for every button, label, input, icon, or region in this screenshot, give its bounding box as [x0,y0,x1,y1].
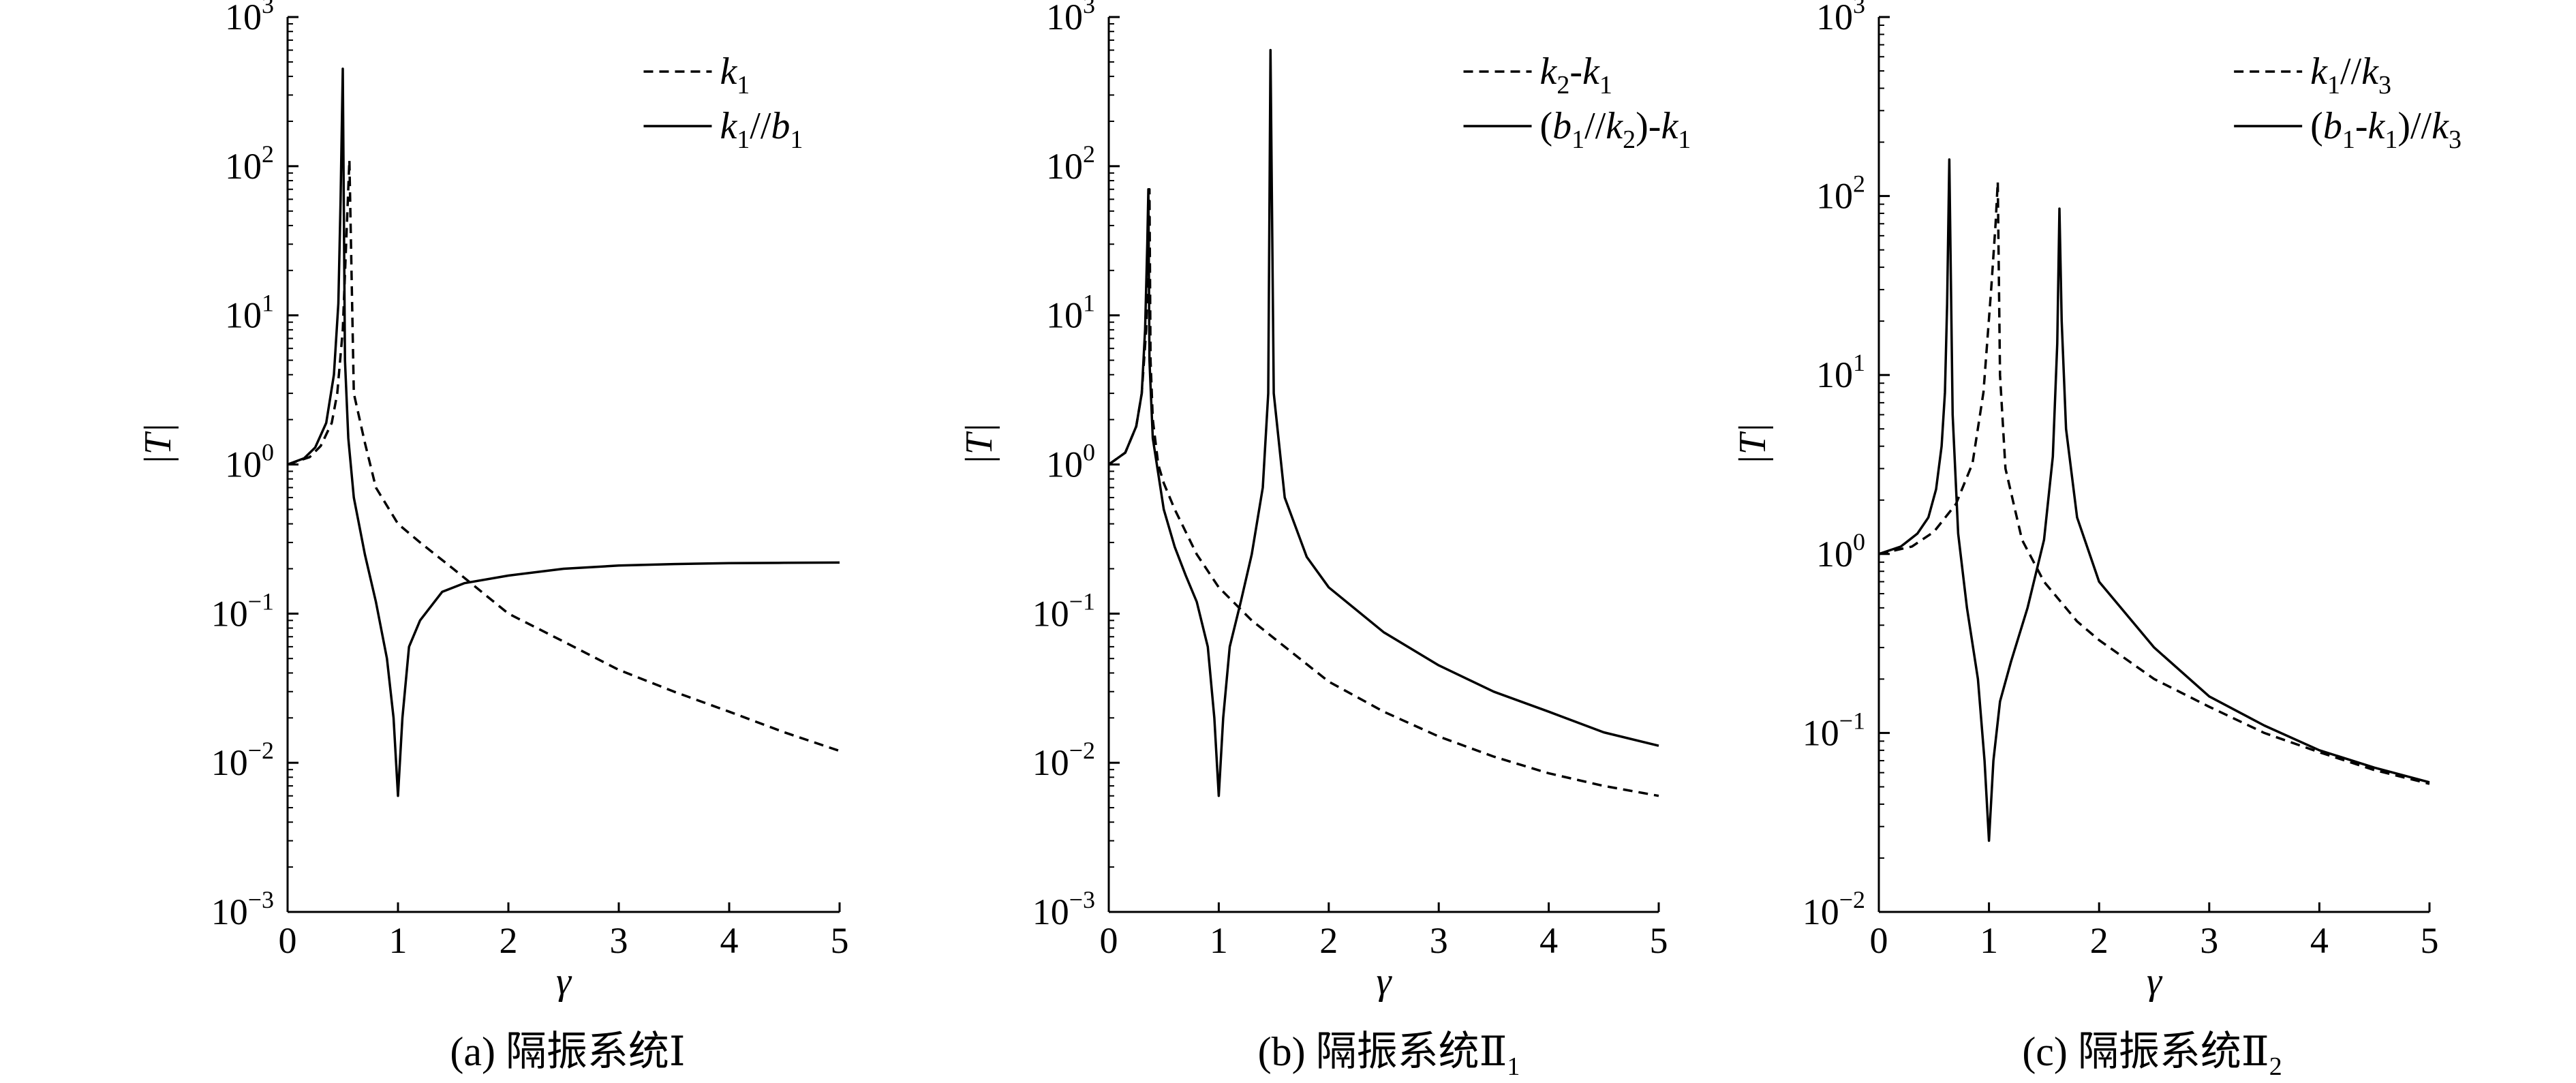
y-tick-label: 100 [225,439,274,485]
y-tick-label: 102 [1046,140,1095,187]
x-tick-label: 5 [2421,920,2439,961]
legend-label-2: k1​//b1​ [720,105,803,154]
series-line-2 [288,67,840,797]
y-tick-label: 103 [1046,0,1095,37]
y-tick-label: 10−1 [211,588,274,634]
x-tick-label: 1 [1980,920,1998,961]
legend-label-2: (b1​//k2​)-k1​ [1540,105,1691,154]
x-tick-label: 0 [1870,920,1888,961]
x-axis-label: γ [1376,960,1392,1003]
x-tick-label: 1 [389,920,408,961]
x-tick-label: 3 [2200,920,2218,961]
panel-caption: (b) 隔振系统Ⅱ1 [1258,1029,1520,1081]
panel-2: 0 1 2 3 4 5 10−3 10−2 10−1 100 101 102 103 γ |T| (b) 隔振… [958,0,1691,1081]
panel-caption: (a) 隔振系统Ⅰ [450,1029,685,1074]
y-tick-label: 10−3 [1032,886,1095,932]
x-tick-label: 4 [1539,920,1558,961]
y-axis-label: |T| [137,423,179,466]
y-axis-label: |T| [1732,423,1774,466]
y-tick-label: 103 [225,0,274,37]
y-tick-label: 100 [1046,439,1095,485]
panel-3: 0 1 2 3 4 5 10−2 10−1 100 101 102 103 γ |T| (c) 隔振系统Ⅱ2… [1732,0,2462,1081]
series-line-1 [1109,187,1659,797]
x-tick-label: 4 [2310,920,2329,961]
x-tick-label: 0 [279,920,297,961]
y-tick-label: 102 [225,140,274,187]
x-axis-label: γ [2147,960,2163,1003]
legend-label-1: k2​-k1​ [1540,50,1612,100]
y-tick-label: 100 [1816,528,1865,575]
legend-label-1: k1​//k3​ [2310,50,2391,100]
y-tick-label: 103 [1816,0,1865,37]
y-tick-label: 101 [225,290,274,336]
x-tick-label: 5 [831,920,849,961]
legend-label-2: (b1​-k1​)//k3​ [2310,105,2462,154]
panel-1: 0 1 2 3 4 5 10−3 10−2 10−1 100 101 102 103 γ |T| (a) 隔振… [137,0,849,1074]
y-tick-label: 101 [1816,349,1865,395]
y-tick-label: 10−2 [1032,737,1095,783]
x-tick-label: 4 [720,920,739,961]
y-axis-label: |T| [958,423,1000,466]
legend-label-1: k1​ [720,50,750,100]
x-tick-label: 2 [2090,920,2109,961]
x-tick-label: 3 [610,920,628,961]
series-line-2 [1109,48,1659,797]
y-tick-label: 10−2 [1803,886,1865,932]
y-tick-label: 101 [1046,290,1095,336]
x-tick-label: 2 [1319,920,1338,961]
y-tick-label: 10−1 [1803,707,1865,753]
panel-caption: (c) 隔振系统Ⅱ2 [2022,1029,2282,1081]
x-tick-label: 1 [1210,920,1228,961]
x-tick-label: 0 [1100,920,1118,961]
y-tick-label: 10−2 [211,737,274,783]
x-tick-label: 2 [500,920,518,961]
series-line-1 [1879,181,2430,785]
x-axis-label: γ [556,960,572,1003]
x-tick-label: 5 [1650,920,1668,961]
y-tick-label: 10−3 [211,886,274,932]
y-tick-label: 102 [1816,170,1865,217]
y-tick-label: 10−1 [1032,588,1095,634]
x-tick-label: 3 [1430,920,1448,961]
series-line-2 [1879,158,2430,842]
series-line-1 [288,159,840,752]
